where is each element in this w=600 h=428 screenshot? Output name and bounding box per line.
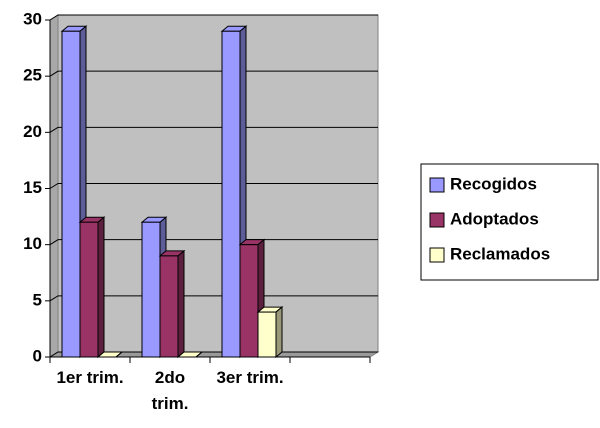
grid-line	[49, 183, 378, 189]
bar	[141, 221, 161, 358]
bar-side	[177, 249, 185, 359]
y-tick-label: 10	[23, 234, 42, 253]
legend-box	[420, 163, 599, 281]
grid-line	[49, 70, 378, 77]
x-tick-label: 1er trim.	[56, 368, 124, 387]
legend-label: Recogidos	[450, 174, 537, 193]
bar	[239, 244, 259, 358]
x-tick-label: 3er trim.	[216, 368, 284, 387]
bar-side	[97, 216, 105, 359]
y-tick-label: 30	[23, 9, 42, 28]
bar	[159, 255, 179, 358]
grid-line	[49, 14, 378, 21]
legend-label: Reclamados	[450, 244, 550, 263]
bar	[61, 30, 81, 358]
bar	[79, 221, 99, 358]
bar-side	[275, 305, 283, 359]
y-tick-label: 0	[33, 346, 42, 365]
legend-swatch	[429, 247, 445, 263]
bar-side	[195, 351, 203, 358]
grid-line	[49, 126, 378, 133]
grid-line	[49, 295, 378, 302]
bar	[257, 311, 277, 358]
bar-side	[115, 351, 123, 358]
y-tick-label: 20	[23, 122, 42, 141]
x-tick-label: 2do trim.	[151, 368, 189, 413]
legend-swatch	[429, 177, 445, 193]
y-tick-label: 25	[23, 66, 42, 85]
y-tick-label: 15	[23, 178, 42, 197]
bar	[221, 30, 241, 358]
legend-label: Adoptados	[450, 209, 539, 228]
y-tick-label: 5	[33, 290, 42, 309]
grid-line	[49, 239, 378, 246]
legend-swatch	[429, 212, 445, 228]
